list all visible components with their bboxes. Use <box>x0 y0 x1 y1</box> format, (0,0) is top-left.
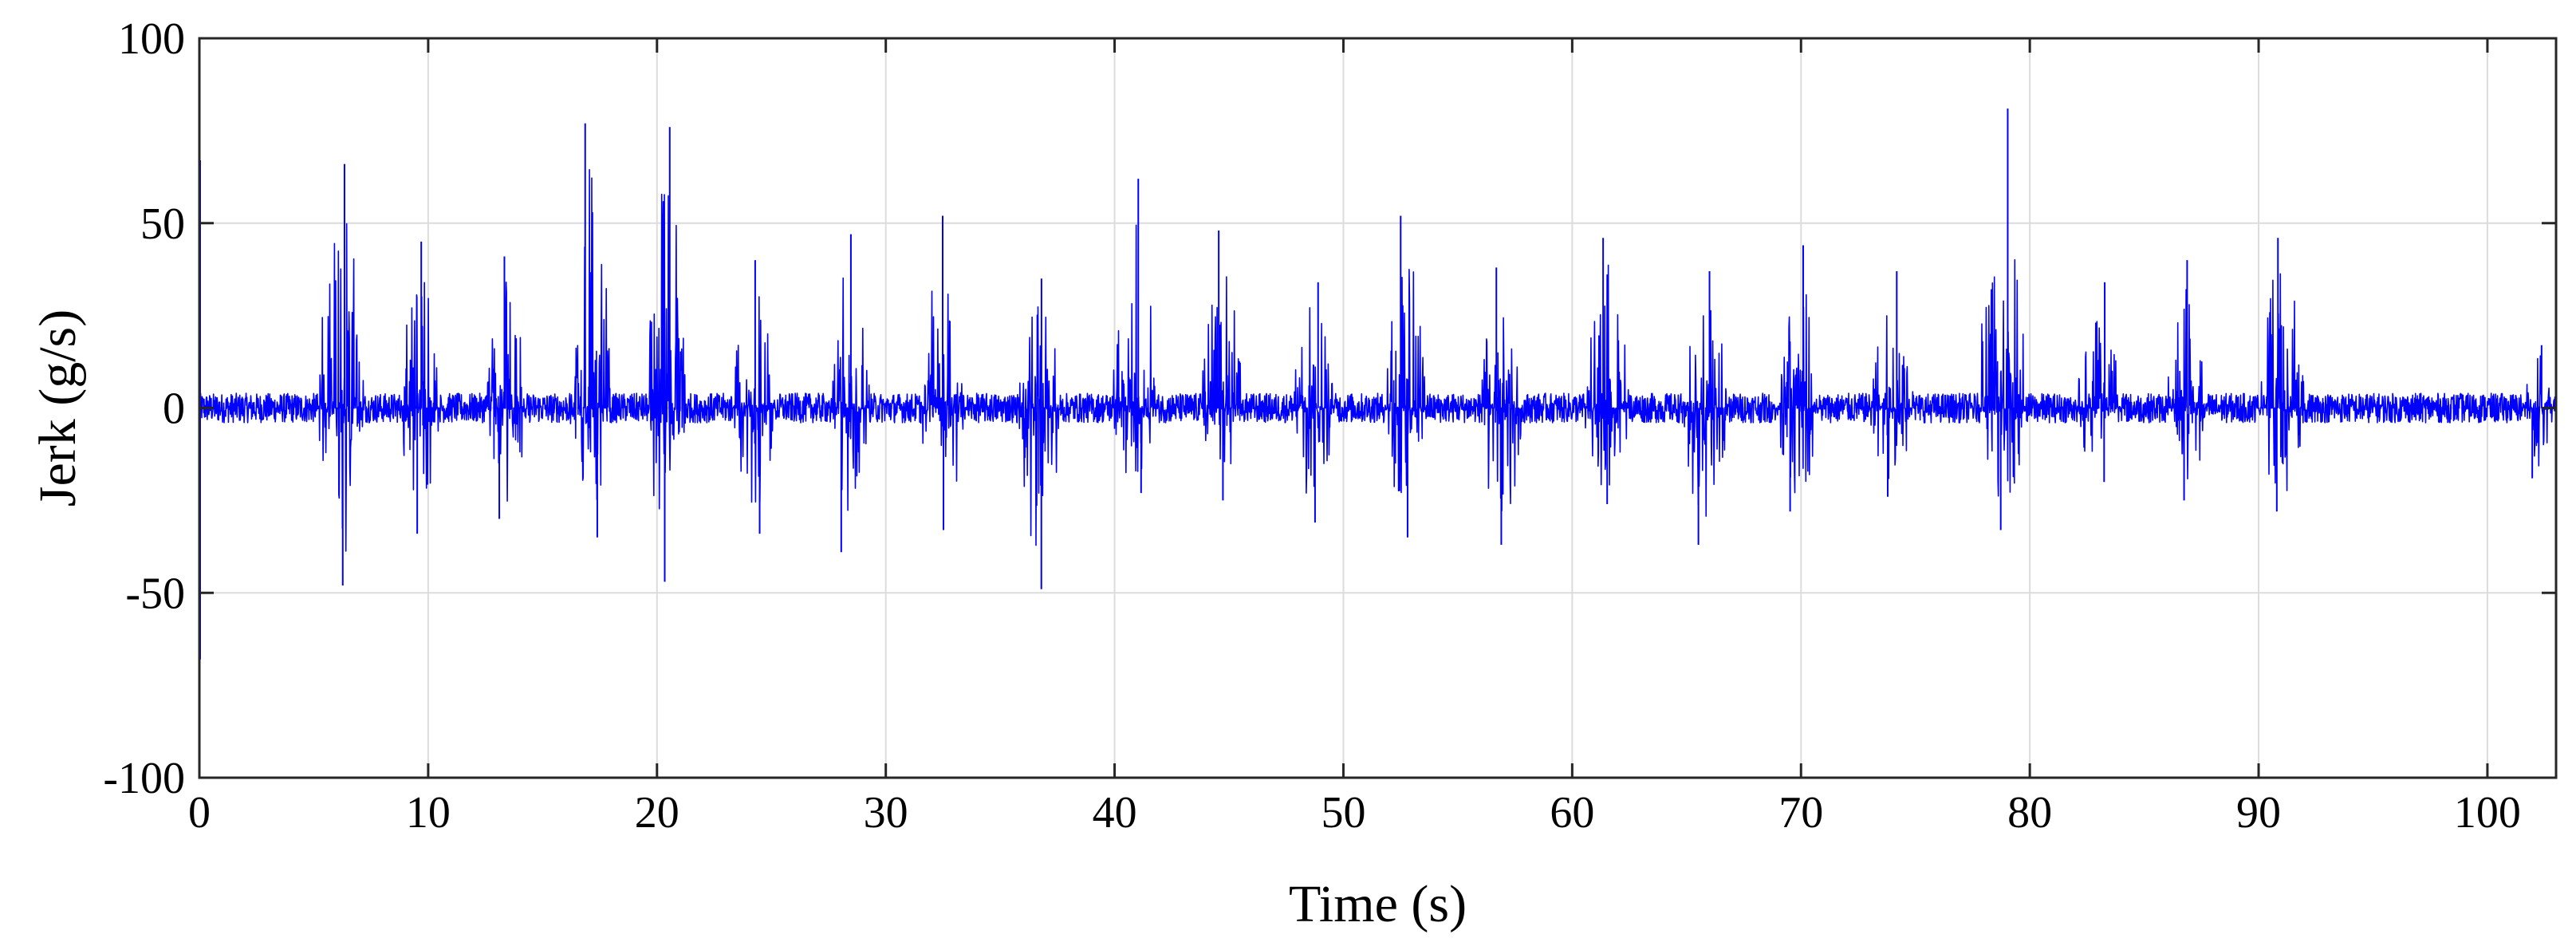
x-tick-label: 10 <box>406 788 451 838</box>
y-tick-label: -50 <box>125 569 185 618</box>
y-axis-label: Jerk (g/s) <box>29 309 87 507</box>
x-tick-label: 70 <box>1778 788 1823 838</box>
jerk-series-line <box>199 168 2557 552</box>
y-tick-label: -100 <box>103 754 185 803</box>
x-tick-label: 30 <box>864 788 908 838</box>
x-tick-label: 40 <box>1093 788 1137 838</box>
y-tick-label: 0 <box>163 384 185 434</box>
tick-labels: 0 10 20 30 40 50 60 70 80 90 100 -100 -50 0 50 100 <box>103 14 2521 838</box>
ticks <box>198 37 2556 779</box>
y-tick-label: 100 <box>118 14 185 64</box>
x-tick-label: 100 <box>2454 788 2521 838</box>
x-axis-label: Time (s) <box>1289 875 1467 933</box>
x-tick-label: 50 <box>1321 788 1365 838</box>
x-tick-label: 80 <box>2007 788 2052 838</box>
x-tick-label: 90 <box>2236 788 2281 838</box>
x-tick-label: 20 <box>635 788 679 838</box>
y-tick-label: 50 <box>140 199 185 249</box>
x-tick-label: 60 <box>1550 788 1594 838</box>
data-series <box>199 108 2557 660</box>
x-tick-label: 0 <box>188 788 211 838</box>
